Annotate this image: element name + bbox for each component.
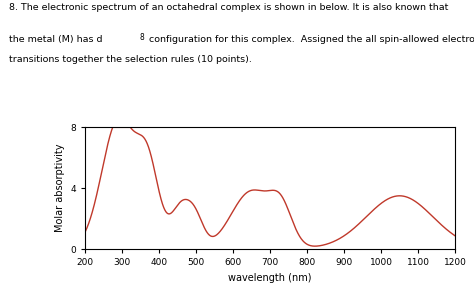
Text: the metal (M) has d: the metal (M) has d bbox=[9, 35, 103, 44]
Text: transitions together the selection rules (10 points).: transitions together the selection rules… bbox=[9, 55, 252, 64]
Text: 8: 8 bbox=[140, 33, 145, 42]
Text: 8. The electronic spectrum of an octahedral complex is shown in below. It is als: 8. The electronic spectrum of an octahed… bbox=[9, 3, 449, 12]
X-axis label: wavelength (nm): wavelength (nm) bbox=[228, 273, 312, 283]
Y-axis label: Molar absorptivity: Molar absorptivity bbox=[55, 144, 65, 232]
Text: configuration for this complex.  Assigned the all spin-allowed electronic: configuration for this complex. Assigned… bbox=[146, 35, 474, 44]
